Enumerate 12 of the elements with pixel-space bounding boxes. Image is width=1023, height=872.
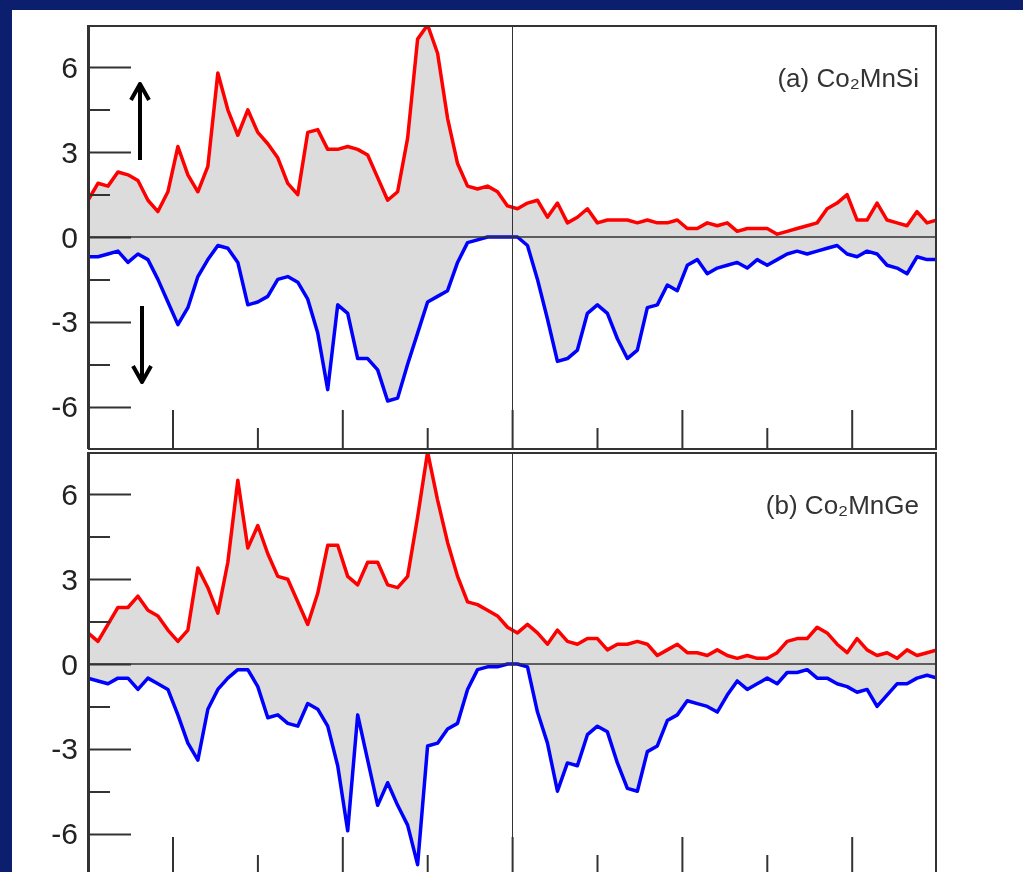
y-tick-label: -6 — [51, 817, 78, 851]
y-tick-label: 6 — [61, 50, 78, 84]
y-tick-label: 3 — [61, 135, 78, 169]
y-tick-label: -6 — [51, 390, 78, 424]
y-tick-label: -3 — [51, 732, 78, 766]
text: (b) Co₂MnGe — [765, 490, 919, 521]
text: (a) Co₂MnSi — [777, 63, 919, 94]
y-tick-label: 0 — [61, 220, 78, 254]
y-tick-label: 0 — [61, 647, 78, 681]
y-tick-label: -3 — [51, 305, 78, 339]
y-tick-label: 6 — [61, 477, 78, 511]
y-tick-label: 3 — [61, 562, 78, 596]
